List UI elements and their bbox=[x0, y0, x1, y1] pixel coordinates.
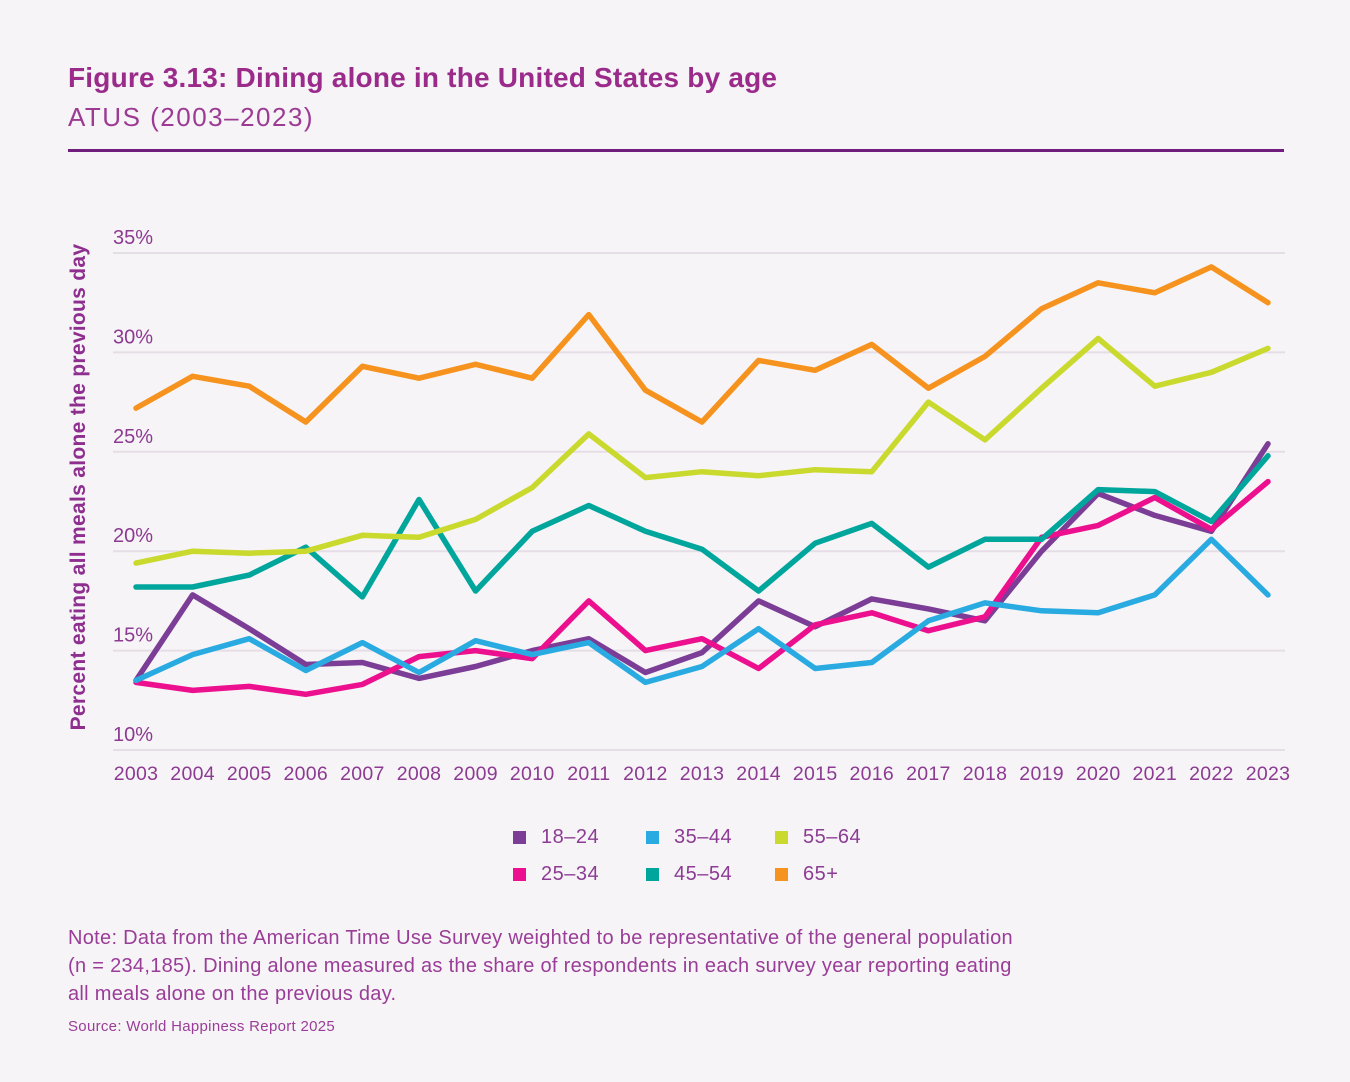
x-tick-label: 2017 bbox=[906, 763, 951, 785]
legend-swatch-icon bbox=[513, 831, 526, 844]
x-tick-label: 2009 bbox=[453, 763, 498, 785]
x-tick-label: 2008 bbox=[397, 763, 442, 785]
x-tick-label: 2005 bbox=[227, 763, 272, 785]
line-chart: 35% 30% 25% 20% 15% 10% 2003 2004 2005 2006 2007 20… bbox=[113, 227, 1291, 785]
y-tick-label: 30% bbox=[113, 326, 153, 348]
x-tick-label: 2019 bbox=[1019, 763, 1064, 785]
x-tick-label: 2021 bbox=[1133, 763, 1178, 785]
x-tick-label: 2011 bbox=[567, 763, 610, 785]
legend-label: 65+ bbox=[803, 863, 839, 885]
series-line-65+ bbox=[133, 264, 1271, 425]
title-divider bbox=[68, 149, 1284, 152]
x-tick-label: 2013 bbox=[680, 763, 725, 785]
x-tick-label: 2012 bbox=[623, 763, 668, 785]
y-tick-label: 10% bbox=[113, 724, 153, 746]
series-line-45-54 bbox=[133, 453, 1271, 600]
figure-title: Figure 3.13: Dining alone in the United … bbox=[68, 62, 778, 93]
x-tick-label: 2010 bbox=[510, 763, 555, 785]
legend-column: 18–24 25–34 bbox=[513, 826, 646, 886]
legend-label: 18–24 bbox=[541, 826, 600, 848]
figure-subtitle: ATUS (2003–2023) bbox=[68, 102, 315, 132]
y-tick-label: 25% bbox=[113, 426, 153, 448]
x-tick-label: 2023 bbox=[1246, 763, 1291, 785]
x-tick-label: 2018 bbox=[963, 763, 1008, 785]
y-tick-label: 20% bbox=[113, 525, 153, 547]
legend-item: 45–54 bbox=[646, 863, 775, 886]
legend-label: 35–44 bbox=[674, 826, 733, 848]
note-line: (n = 234,185). Dining alone measured as … bbox=[68, 955, 1012, 977]
y-tick-label: 15% bbox=[113, 625, 153, 647]
legend-label: 45–54 bbox=[674, 863, 733, 885]
legend-label: 25–34 bbox=[541, 863, 600, 885]
legend-swatch-icon bbox=[646, 831, 659, 844]
x-tick-label: 2004 bbox=[170, 763, 215, 785]
legend-swatch-icon bbox=[775, 868, 788, 881]
series-line-25-34 bbox=[133, 478, 1271, 698]
y-tick-label: 35% bbox=[113, 227, 153, 249]
legend-item: 55–64 bbox=[775, 826, 861, 849]
x-tick-label: 2014 bbox=[736, 763, 781, 785]
legend-item: 25–34 bbox=[513, 863, 646, 886]
series-line-55-64 bbox=[133, 335, 1271, 566]
x-tick-label: 2022 bbox=[1189, 763, 1234, 785]
note-line: Note: Data from the American Time Use Su… bbox=[68, 927, 1013, 949]
legend-column: 55–64 65+ bbox=[775, 826, 861, 886]
legend-item: 18–24 bbox=[513, 826, 646, 849]
legend-item: 35–44 bbox=[646, 826, 775, 849]
legend-swatch-icon bbox=[775, 831, 788, 844]
series-line-18-24 bbox=[133, 441, 1271, 684]
legend-item: 65+ bbox=[775, 863, 861, 886]
legend-swatch-icon bbox=[646, 868, 659, 881]
source-text: Source: World Happiness Report 2025 bbox=[68, 1018, 336, 1035]
note-line: all meals alone on the previous day. bbox=[68, 983, 397, 1005]
x-tick-label: 2003 bbox=[114, 763, 159, 785]
x-tick-label: 2015 bbox=[793, 763, 838, 785]
series-line-35-44 bbox=[133, 536, 1271, 686]
x-tick-label: 2020 bbox=[1076, 763, 1121, 785]
chart-legend: 18–24 25–34 35–44 45–54 55–64 65+ bbox=[513, 826, 861, 886]
x-tick-label: 2007 bbox=[340, 763, 385, 785]
note-text: Note: Data from the American Time Use Su… bbox=[68, 924, 1013, 1008]
y-axis-title: Percent eating all meals alone the previ… bbox=[67, 243, 90, 731]
legend-label: 55–64 bbox=[803, 826, 862, 848]
x-tick-label: 2016 bbox=[850, 763, 895, 785]
legend-column: 35–44 45–54 bbox=[646, 826, 775, 886]
legend-swatch-icon bbox=[513, 868, 526, 881]
x-tick-label: 2006 bbox=[284, 763, 329, 785]
